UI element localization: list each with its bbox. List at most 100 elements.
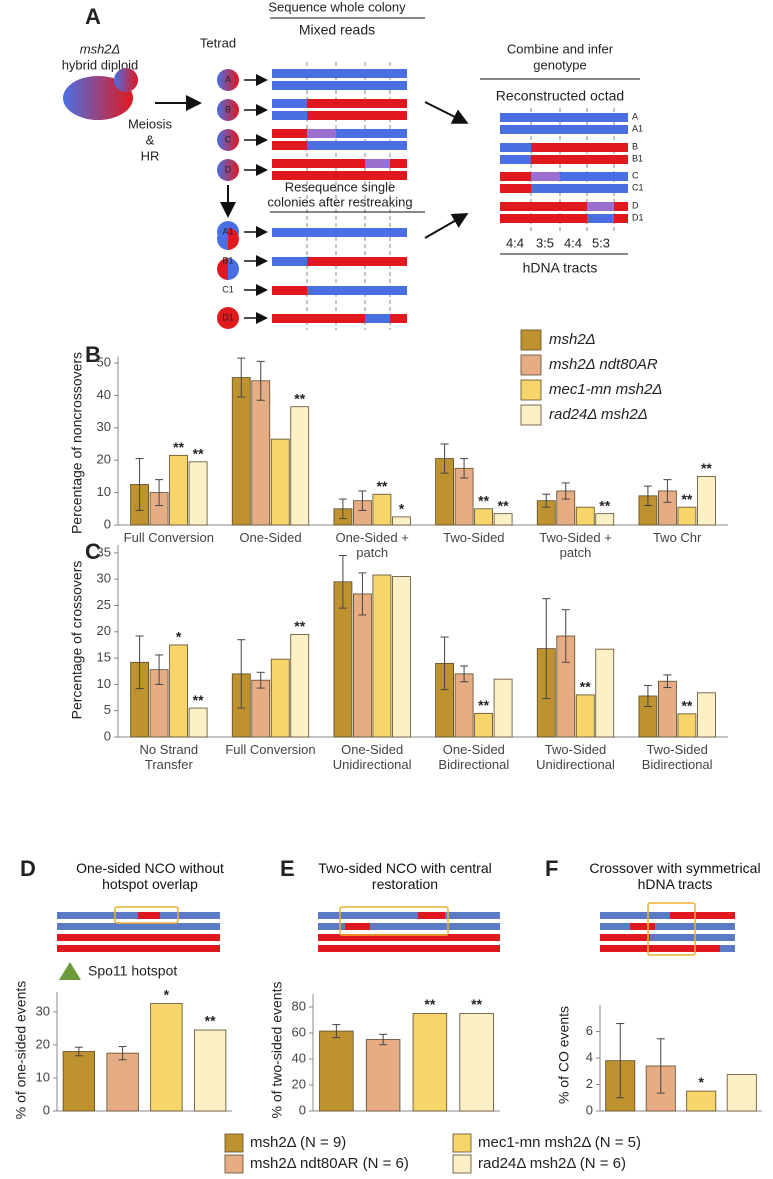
significance: ** <box>471 996 482 1012</box>
panel-letter: D <box>20 856 36 881</box>
bar <box>658 680 677 738</box>
significance: ** <box>478 697 489 713</box>
panel-letter: F <box>545 856 558 881</box>
y-tick-label: 6 <box>586 1023 593 1038</box>
bar <box>474 508 493 526</box>
bar <box>150 1003 183 1112</box>
bar <box>251 380 271 526</box>
legend-label: mec1-mn msh2Δ <box>549 381 662 398</box>
x-tick-label: Two Chr <box>652 530 702 545</box>
y-tick-label: 40 <box>292 1050 306 1065</box>
bud <box>114 68 138 92</box>
header: genotype <box>533 57 587 72</box>
schematics <box>57 902 735 980</box>
bar <box>493 678 513 738</box>
significance: * <box>176 629 182 645</box>
significance: ** <box>424 996 435 1012</box>
strain: msh2Δ <box>80 41 121 56</box>
spore: D <box>225 164 232 174</box>
significance: * <box>399 501 405 517</box>
header: Combine and infer <box>507 41 614 56</box>
significance: ** <box>681 491 692 507</box>
y-tick-label: 20 <box>36 1036 50 1051</box>
y-tick-label: 2 <box>586 1076 593 1091</box>
panel-title: One-sided NCO without hotspot overlap <box>76 860 224 892</box>
octad-label: A <box>632 111 638 121</box>
legend-label: msh2Δ (N = 9) <box>250 1134 346 1151</box>
panel-title: Two-sided NCO with central restoration <box>318 860 492 892</box>
panel-letter: A <box>85 4 101 29</box>
x-tick-label: No Strand Transfer <box>139 742 199 772</box>
cell <box>63 76 133 120</box>
x-tick-label: One-Sided <box>239 530 302 545</box>
bar <box>188 461 208 526</box>
subheader: Mixed reads <box>299 22 375 38</box>
panel-letter: E <box>280 856 295 881</box>
legend-swatch <box>520 354 542 376</box>
y-tick-label: 5 <box>104 702 111 717</box>
octad-label: B1 <box>632 153 643 163</box>
spores <box>217 69 239 329</box>
y-tick-label: 20 <box>97 623 111 638</box>
tetrad-label: Tetrad <box>200 35 236 50</box>
significance: * <box>699 1074 705 1090</box>
octad-label: B <box>632 141 638 151</box>
y-tick-label: 60 <box>292 1024 306 1039</box>
bar <box>270 438 290 526</box>
bar <box>193 1029 227 1112</box>
x-tick-label: One-Sided Bidirectional <box>438 742 510 772</box>
bar <box>726 1074 757 1112</box>
octad-label: A1 <box>632 123 643 133</box>
bar <box>392 516 411 526</box>
legend-label: rad24Δ msh2Δ <box>549 406 648 423</box>
legend-label: msh2Δ ndt80AR <box>549 356 658 373</box>
bar <box>319 1030 354 1112</box>
significance: ** <box>173 439 184 455</box>
significance: ** <box>294 390 305 406</box>
x-tick-label: Full Conversion <box>123 530 214 545</box>
significance: * <box>164 986 170 1002</box>
bar <box>459 1013 494 1112</box>
bar <box>365 1039 401 1112</box>
bar <box>62 1051 96 1112</box>
process: & <box>146 132 155 147</box>
significance: ** <box>205 1013 216 1029</box>
x-tick-label: Two-Sided <box>443 530 505 545</box>
x-tick-label: Two-Sided Unidirectional <box>536 742 615 772</box>
panel-letter: C <box>85 539 101 564</box>
bar <box>474 712 493 738</box>
y-axis-label: % of one-sided events <box>13 981 29 1120</box>
bar <box>697 475 716 526</box>
y-tick-label: 0 <box>299 1102 306 1117</box>
y-axis-label: Percentage of noncrossovers <box>69 352 85 534</box>
segregation: 5:3 <box>592 235 610 250</box>
header: colonies after restreaking <box>267 194 412 209</box>
bar <box>231 377 251 526</box>
significance: ** <box>478 493 489 509</box>
hotspot-label: Spo11 hotspot <box>88 963 177 979</box>
bar <box>290 634 310 738</box>
header: Sequence whole colony <box>268 0 406 14</box>
y-axis-label: Percentage of crossovers <box>69 561 85 720</box>
y-tick-label: 0 <box>104 728 111 743</box>
bar <box>595 513 615 526</box>
x-tick-label: Two-Sided Bidirectional <box>641 742 713 772</box>
y-tick-label: 35 <box>97 544 111 559</box>
legend-swatch <box>224 1154 244 1174</box>
octad-label: C <box>632 170 639 180</box>
legend-swatch <box>520 404 542 426</box>
legend-label: msh2Δ ndt80AR (N = 6) <box>250 1155 409 1172</box>
significance: ** <box>376 478 387 494</box>
legend-label: rad24Δ msh2Δ (N = 6) <box>478 1155 626 1172</box>
significance: ** <box>580 679 591 695</box>
significance: ** <box>701 460 712 476</box>
spore: D1 <box>222 312 234 322</box>
bar <box>595 648 615 738</box>
significance: ** <box>294 618 305 634</box>
panel-title: Crossover with symmetrical hDNA tracts <box>589 860 761 892</box>
y-tick-label: 30 <box>97 571 111 586</box>
bar <box>188 707 208 738</box>
y-tick-label: 20 <box>97 452 111 467</box>
significance: ** <box>193 446 204 462</box>
